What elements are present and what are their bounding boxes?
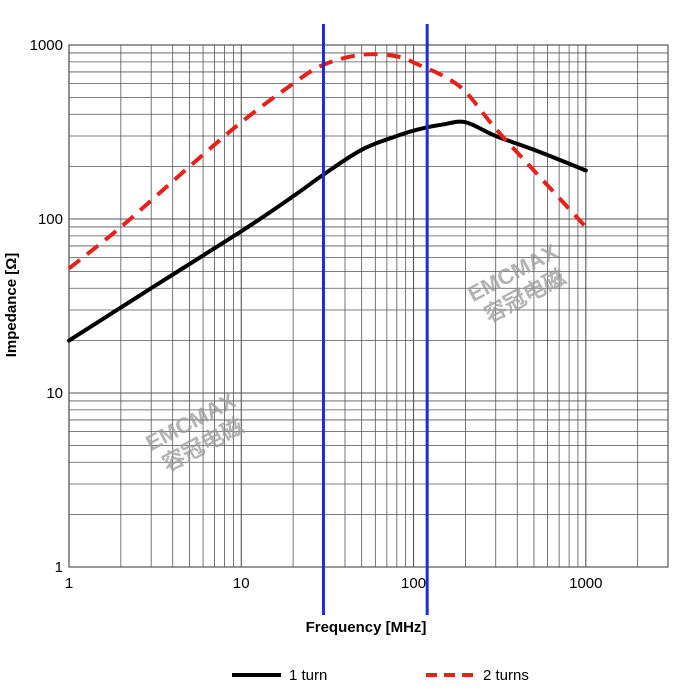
plot-frame [68, 44, 669, 568]
x-tick-label: 1000 [569, 575, 602, 592]
reference-lines [321, 24, 429, 615]
grid [68, 44, 669, 568]
series-layer [67, 52, 588, 343]
legend-label-1: 1 turn [289, 667, 327, 684]
y-tick-label: 100 [38, 211, 63, 228]
x-tick-label: 10 [233, 575, 250, 592]
y-tick-label: 1 [55, 559, 63, 576]
series-line-2-turns [67, 52, 588, 270]
x-tick-label: 1 [65, 575, 73, 592]
y-axis-title: Impedance [Ω] [3, 253, 20, 358]
watermark-1: EMCMAX 容冠电磁 [142, 388, 248, 477]
series-line-1-turn [67, 119, 588, 343]
y-tick-label: 10 [46, 385, 63, 402]
y-axis-ticks: 1 10 100 1000 [30, 37, 63, 576]
y-tick-label: 1000 [30, 37, 63, 54]
x-tick-label: 100 [401, 575, 426, 592]
x-axis-ticks: 1 10 100 1000 [65, 575, 603, 592]
watermark-2: EMCMAX 容冠电磁 [464, 239, 570, 328]
legend-label-2: 2 turns [483, 667, 529, 684]
legend: 1 turn 2 turns [232, 667, 529, 684]
x-axis-title: Frequency [MHz] [306, 619, 427, 636]
